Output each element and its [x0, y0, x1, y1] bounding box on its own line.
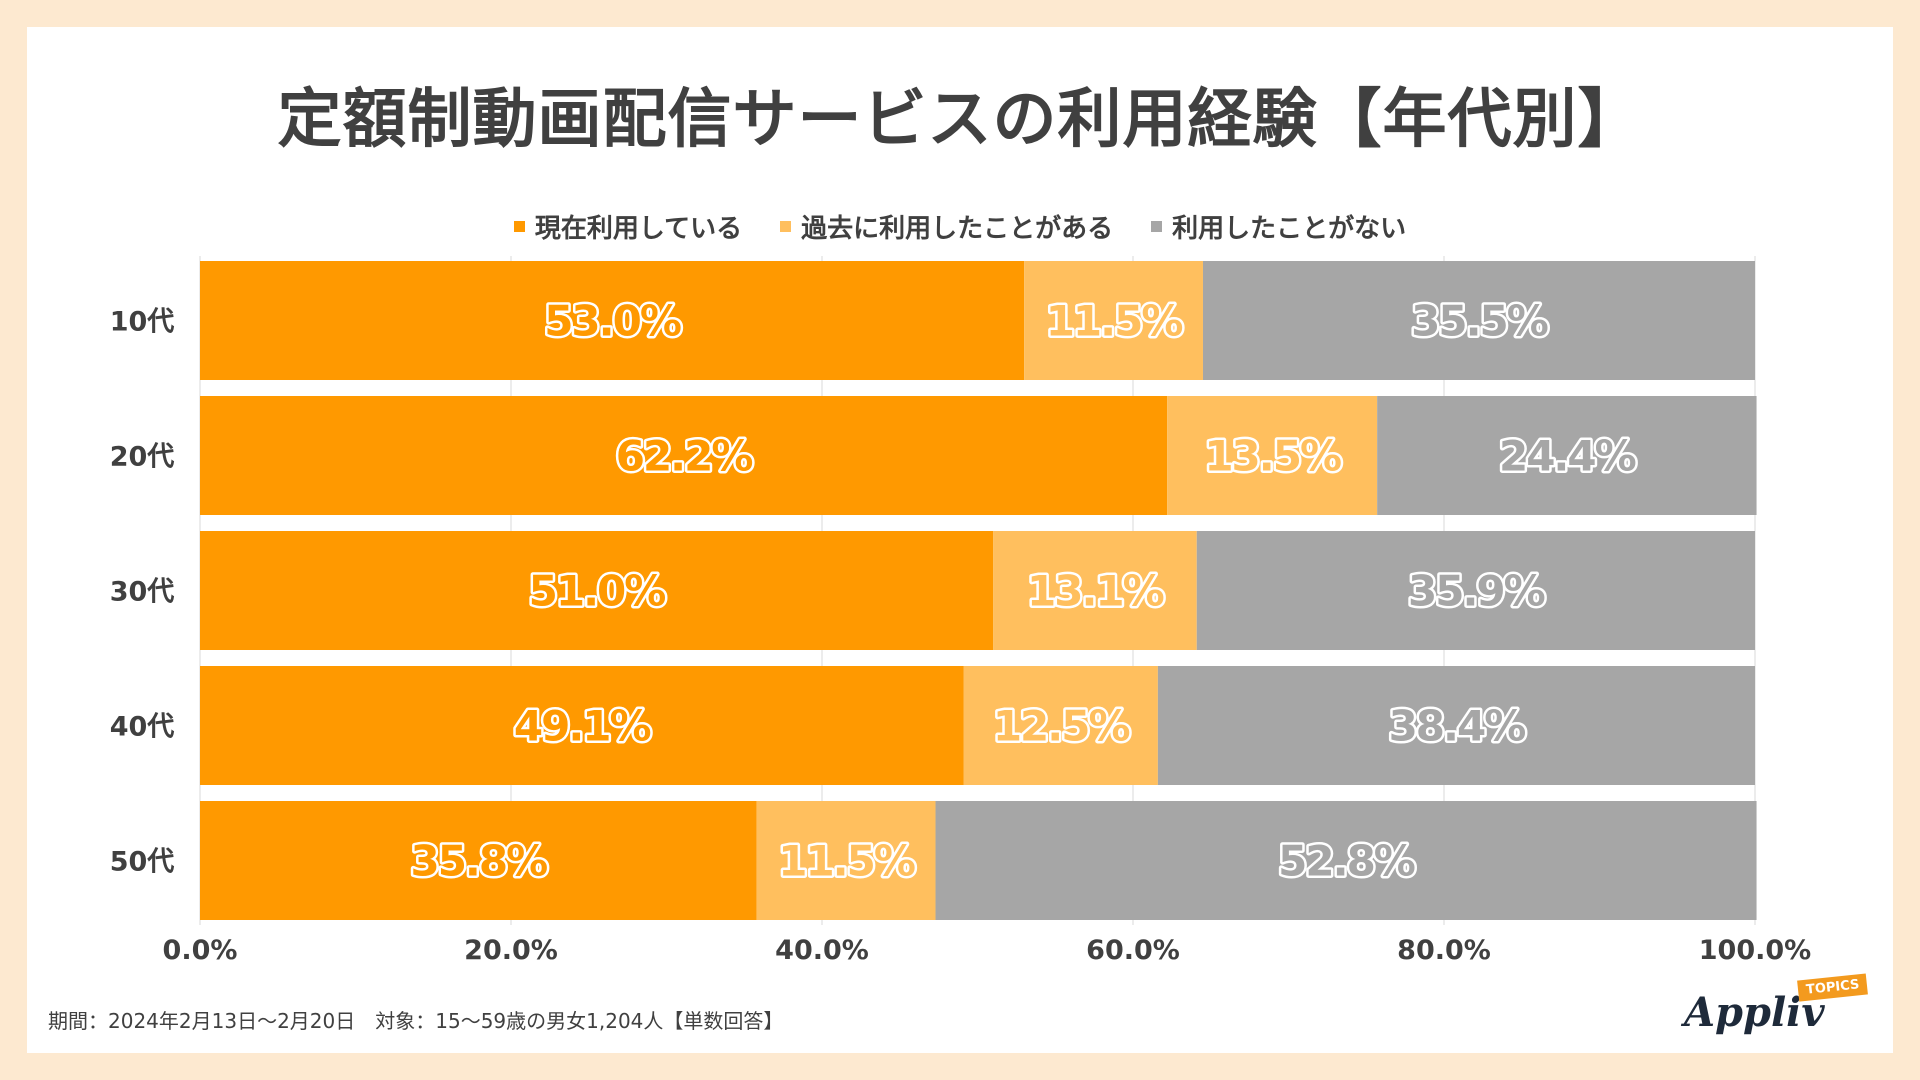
legend-swatch [1151, 221, 1163, 232]
data-label: 38.4% [1389, 702, 1526, 751]
data-label: 35.8% [410, 837, 547, 886]
data-label: 12.5% [993, 702, 1130, 751]
data-label: 53.0% [544, 297, 681, 346]
x-tick-label: 20.0% [464, 935, 558, 966]
data-label: 35.9% [1408, 567, 1545, 616]
legend-label: 過去に利用したことがある [801, 214, 1114, 244]
bar-segment [993, 531, 1197, 650]
category-label: 40代 [110, 712, 175, 743]
x-tick-label: 100.0% [1699, 935, 1811, 966]
data-label: 62.2% [616, 432, 753, 481]
category-label: 10代 [110, 307, 175, 338]
legend: 現在利用している 過去に利用したことがある 利用したことがない [0, 208, 1920, 245]
data-label: 11.5% [1046, 297, 1183, 346]
bar-segment [200, 531, 994, 650]
bar-segment [963, 666, 1158, 785]
x-tick-label: 40.0% [775, 935, 869, 966]
legend-label: 利用したことがない [1172, 214, 1407, 244]
data-label: 51.0% [529, 567, 666, 616]
legend-item: 現在利用している [513, 208, 743, 245]
legend-swatch [513, 221, 525, 232]
chart-title: 定額制動画配信サービスの利用経験【年代別】 [277, 83, 1643, 157]
data-label: 49.1% [514, 702, 651, 751]
x-tick-label: 0.0% [163, 935, 238, 966]
bar-segment [1196, 531, 1755, 650]
bar-segment [200, 396, 1168, 515]
legend-label: 現在利用している [534, 214, 743, 244]
data-label: 13.1% [1027, 567, 1164, 616]
bar-segment [1167, 396, 1378, 515]
category-label: 30代 [110, 577, 175, 608]
legend-item: 利用したことがない [1151, 208, 1406, 245]
bar-segment [200, 801, 757, 920]
bar-segment [1024, 261, 1203, 380]
data-label: 52.8% [1278, 837, 1415, 886]
footnote: 期間：2024年2月13日～2月20日 対象：15～59歳の男女1,204人【単… [48, 1009, 784, 1033]
bar-segment [935, 801, 1757, 920]
bar-segment [756, 801, 936, 920]
legend-item: 過去に利用したことがある [780, 208, 1113, 245]
data-label: 35.5% [1411, 297, 1548, 346]
bar-segment [200, 666, 964, 785]
legend-swatch [780, 221, 792, 232]
bar-segment [1202, 261, 1755, 380]
bar-segment [1157, 666, 1755, 785]
data-label: 11.5% [778, 837, 915, 886]
category-label: 20代 [110, 442, 175, 473]
applivtopics-logo: Appliv TOPICS [1680, 973, 1880, 1045]
logo-badge: TOPICS [1797, 973, 1869, 1002]
category-label: 50代 [110, 847, 175, 878]
bar-segment [200, 261, 1025, 380]
bar-segment [1377, 396, 1757, 515]
data-label: 24.4% [1499, 432, 1636, 481]
x-tick-label: 60.0% [1086, 935, 1180, 966]
x-tick-label: 80.0% [1397, 935, 1491, 966]
data-label: 13.5% [1204, 432, 1341, 481]
